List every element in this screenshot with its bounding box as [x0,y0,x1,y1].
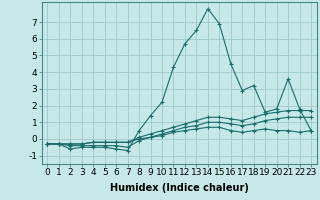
X-axis label: Humidex (Indice chaleur): Humidex (Indice chaleur) [110,183,249,193]
